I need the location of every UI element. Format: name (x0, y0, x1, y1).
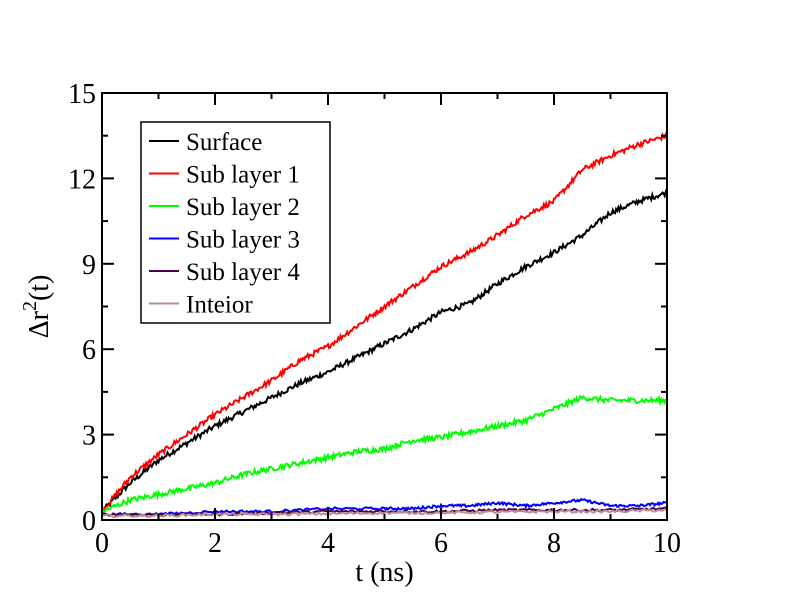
y-tick-label: 6 (82, 335, 96, 366)
legend-label: Sub layer 4 (186, 259, 300, 286)
ticks-layer: 0 2 4 6 8 10 0 3 6 9 12 15 (68, 79, 681, 559)
x-tick-label: 0 (95, 528, 109, 559)
legend-box (140, 121, 331, 324)
x-tick-label: 4 (321, 528, 335, 559)
y-axis-title-suffix: (t) (24, 275, 55, 301)
series-layer (101, 131, 668, 519)
series-line-6 (101, 508, 668, 519)
y-tick-label: 12 (68, 164, 96, 195)
legend-label: Sub layer 2 (186, 194, 300, 221)
x-tick-label: 6 (434, 528, 448, 559)
y-axis-title-base: Δr (24, 310, 55, 338)
y-tick-label: 9 (82, 250, 96, 281)
x-tick-label: 2 (208, 528, 222, 559)
series-line-4 (101, 497, 668, 517)
series-line-3 (101, 394, 668, 514)
x-tick-label: 8 (547, 528, 561, 559)
legend: Surface Sub layer 1 Sub layer 2 Sub layer 3… (140, 121, 331, 324)
legend-label: Surface (186, 129, 262, 156)
y-tick-label: 0 (82, 506, 96, 537)
legend-label: Inteior (186, 292, 253, 319)
y-axis-title: Δr2(t) (19, 275, 55, 339)
y-axis-title-sup: 2 (19, 301, 41, 311)
y-tick-label: 3 (82, 421, 96, 452)
series-line-1 (101, 188, 668, 512)
series-line-2 (101, 131, 668, 515)
y-tick-label: 15 (68, 79, 96, 110)
legend-label: Sub layer 1 (186, 162, 300, 189)
x-tick-label: 10 (653, 528, 681, 559)
x-axis-title: t (ns) (355, 557, 413, 588)
legend-label: Sub layer 3 (186, 227, 300, 254)
